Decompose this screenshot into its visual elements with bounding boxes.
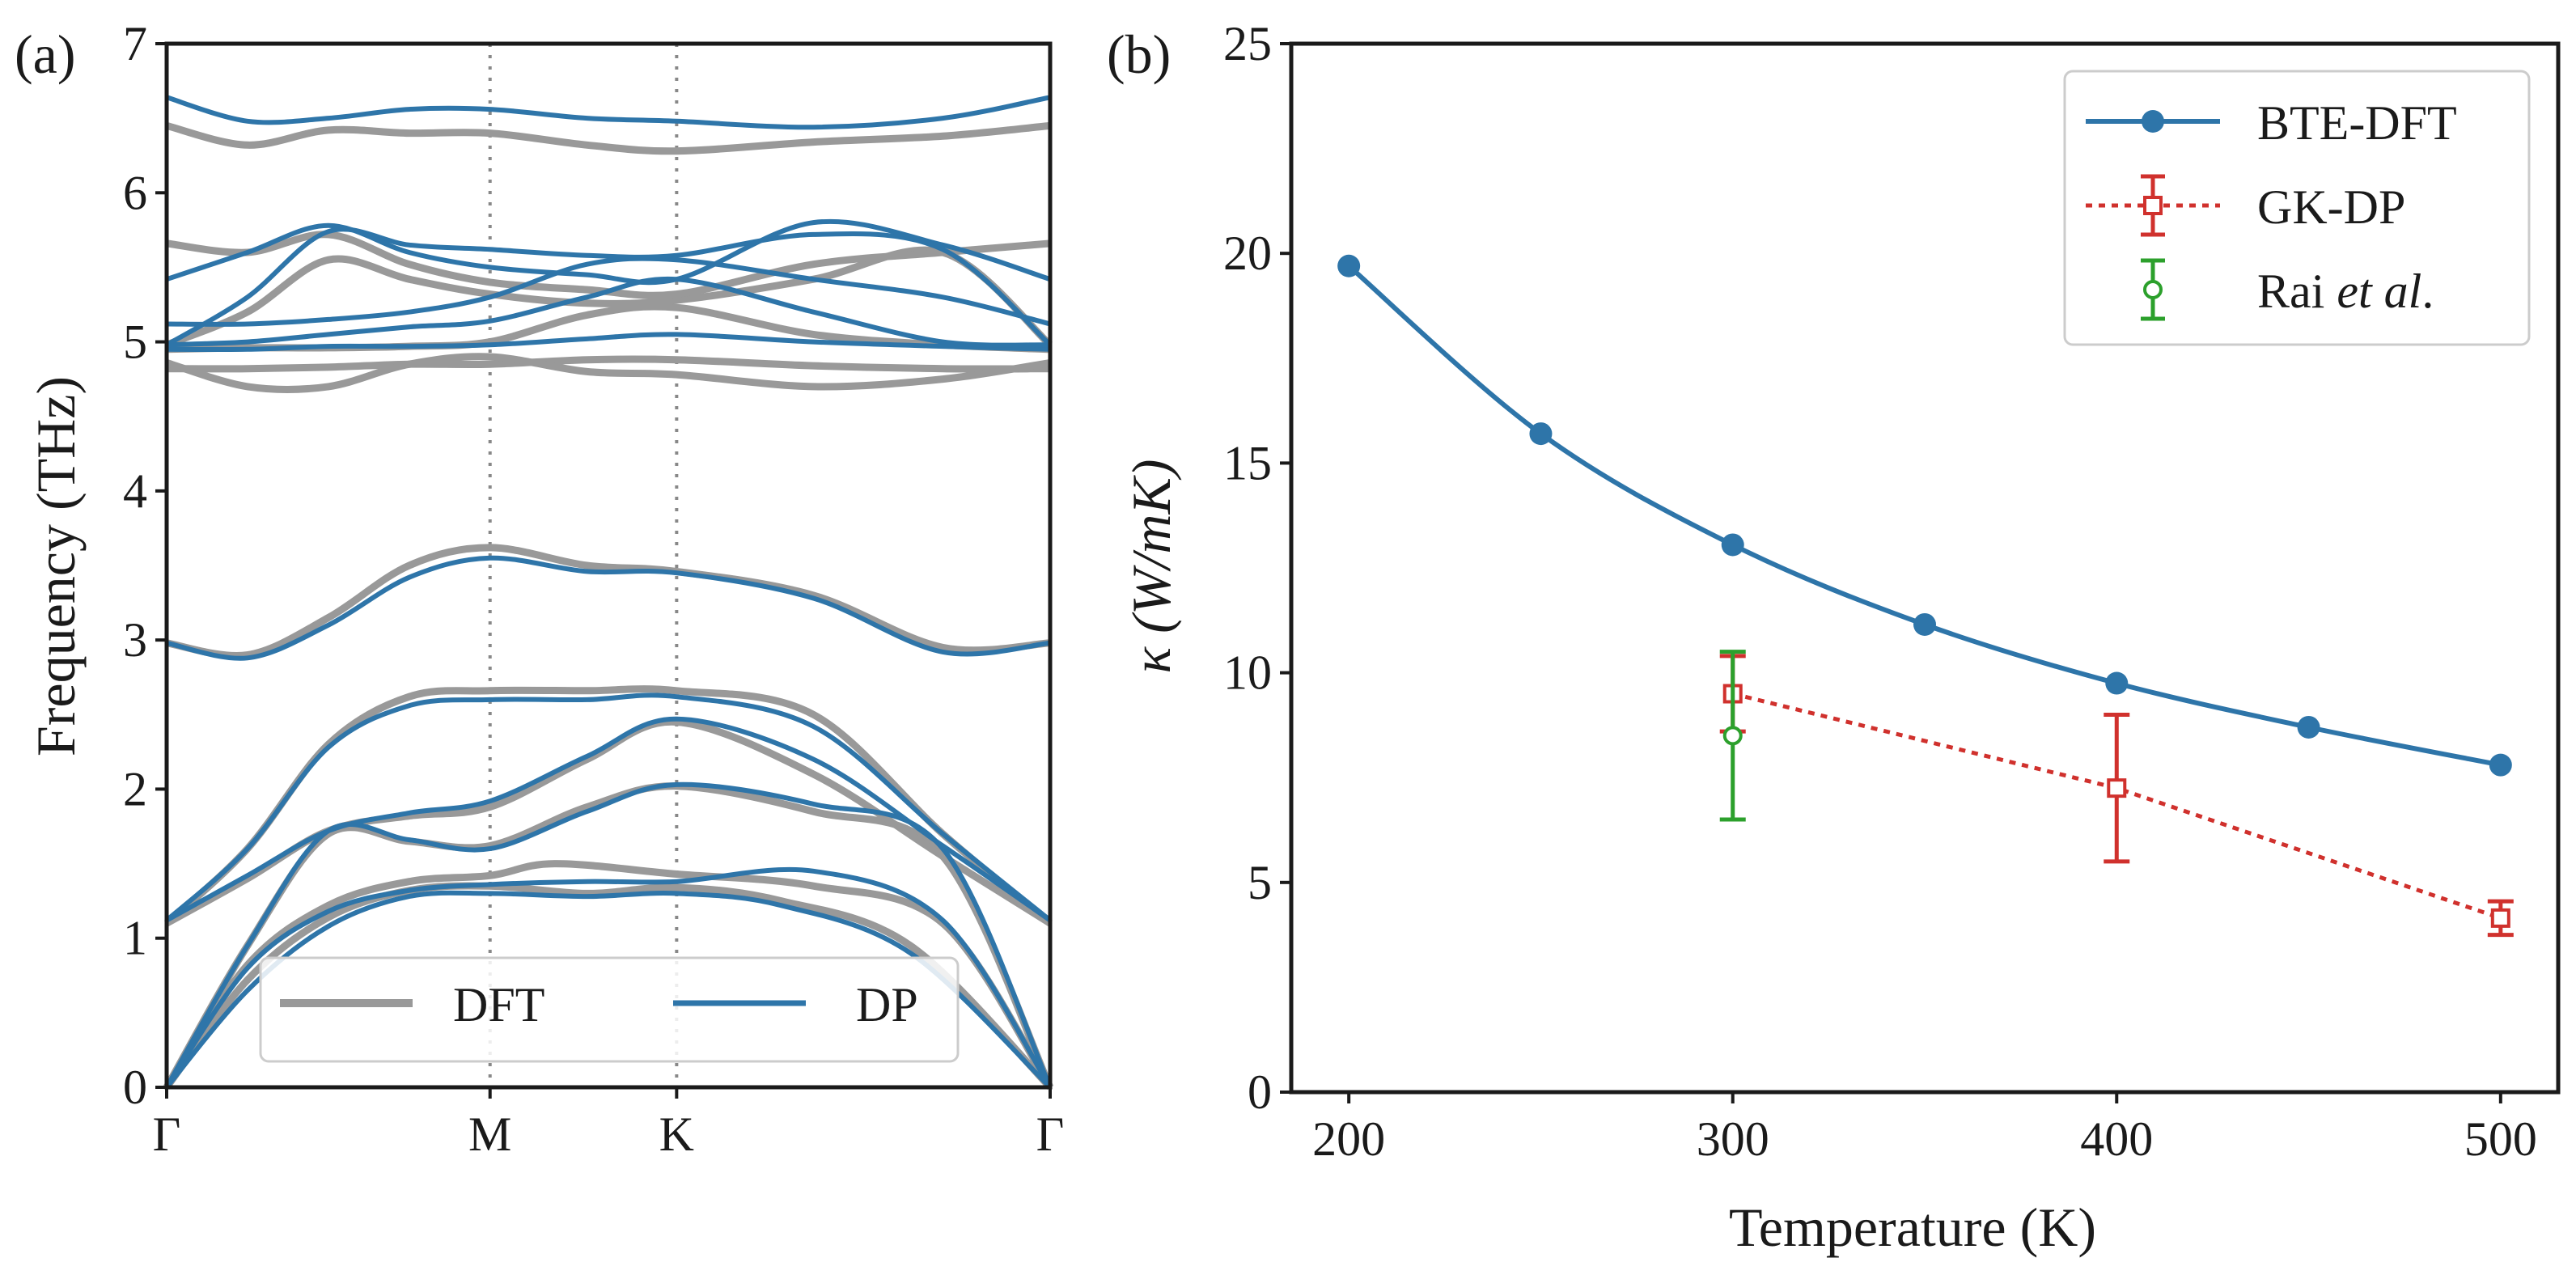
a-legend-label-dft: DFT bbox=[453, 978, 544, 1031]
panel-b-label: (b) bbox=[1107, 23, 1171, 85]
a-band-dft-7 bbox=[165, 353, 1051, 393]
panel-a-label: (a) bbox=[15, 23, 75, 85]
b-legend-label-bte-dft: BTE-DFT bbox=[2257, 96, 2457, 150]
b-y-axis-label-text: κ (W/mK) bbox=[1121, 460, 1182, 674]
b-legend-marker-rai bbox=[2143, 280, 2163, 299]
a-band-dft-5 bbox=[166, 544, 1051, 659]
a-y-tick-label: 6 bbox=[123, 166, 147, 219]
b-point-bte-dft bbox=[1529, 422, 1553, 446]
a-band-dp-7 bbox=[166, 276, 1051, 348]
a-y-axis-label: Frequency (THz) bbox=[25, 376, 87, 756]
a-x-tick-label: Γ bbox=[153, 1107, 181, 1161]
b-series bbox=[1337, 254, 2514, 938]
b-x-tick-label: 300 bbox=[1697, 1112, 1769, 1166]
b-legend-marker-bte-dft bbox=[2142, 110, 2164, 133]
panel-b-thermal-conductivity: (b) 0 5 10 15 20 25 200 300 400 500 κ (W/mK) Tem… bbox=[1107, 17, 2561, 1258]
a-band-dft-9 bbox=[165, 246, 1053, 349]
b-x-ticks: 200 300 400 500 bbox=[1312, 1092, 2537, 1166]
b-point-gk-dp bbox=[2490, 908, 2510, 928]
a-y-tick-label: 1 bbox=[123, 912, 147, 965]
b-y-tick-label: 15 bbox=[1223, 436, 1272, 489]
a-x-tick-label: Γ bbox=[1036, 1107, 1065, 1161]
a-x-tick-label: K bbox=[659, 1107, 694, 1161]
b-y-axis-label: κ (W/mK) bbox=[1121, 460, 1182, 674]
b-y-tick-label: 5 bbox=[1248, 856, 1272, 909]
a-legend-box bbox=[259, 956, 960, 1063]
a-y-tick-label: 4 bbox=[123, 464, 147, 518]
a-band-dft-4 bbox=[163, 685, 1053, 926]
a-y-ticks: 0 1 2 3 4 5 6 7 bbox=[123, 17, 167, 1114]
a-band-dp-3 bbox=[165, 716, 1052, 923]
b-point-bte-dft bbox=[2105, 671, 2129, 695]
b-line-gk-dp bbox=[1732, 692, 2502, 921]
a-band-dp-4 bbox=[165, 692, 1052, 922]
a-y-tick-label: 5 bbox=[123, 316, 147, 369]
b-legend-box bbox=[2063, 70, 2531, 346]
a-legend-label-dp: DP bbox=[856, 978, 918, 1031]
b-point-gk-dp bbox=[2107, 778, 2127, 798]
b-point-bte-dft bbox=[1721, 533, 1744, 557]
a-band-dp-8 bbox=[166, 256, 1051, 327]
a-band-dp-9 bbox=[165, 227, 1052, 347]
b-plot-frame bbox=[1289, 41, 2561, 1095]
a-bands bbox=[163, 95, 1054, 1091]
b-x-tick-label: 500 bbox=[2464, 1112, 2537, 1166]
a-y-tick-label: 3 bbox=[123, 613, 147, 667]
b-y-tick-label: 10 bbox=[1223, 646, 1272, 700]
b-point-bte-dft bbox=[2297, 715, 2320, 739]
b-point-bte-dft bbox=[1913, 612, 1936, 636]
b-legend-label-rai-plain: Rai bbox=[2257, 265, 2337, 318]
b-point-bte-dft bbox=[2489, 753, 2512, 777]
b-legend-label-gk-dp: GK-DP bbox=[2257, 180, 2405, 234]
panel-a-phonon-dispersion: (a) 0 1 2 3 4 5 6 7 Γ M K Γ Frequency (THz) DFT DP bbox=[15, 17, 1064, 1161]
b-x-axis-label: Temperature (K) bbox=[1729, 1196, 2096, 1258]
a-band-dp-1 bbox=[164, 866, 1053, 1089]
a-band-dft-10 bbox=[166, 231, 1051, 299]
b-y-ticks: 0 5 10 15 20 25 bbox=[1223, 17, 1291, 1119]
a-band-dft-8 bbox=[166, 303, 1051, 354]
a-band-dp-11 bbox=[166, 95, 1051, 130]
b-legend-label-rai-italic: et al bbox=[2337, 265, 2421, 318]
b-y-tick-label: 0 bbox=[1248, 1065, 1272, 1119]
b-y-tick-label: 20 bbox=[1223, 227, 1272, 280]
b-y-tick-label: 25 bbox=[1223, 17, 1272, 70]
a-y-tick-label: 2 bbox=[123, 762, 147, 815]
b-x-tick-label: 400 bbox=[2080, 1112, 2153, 1166]
b-legend-label-rai-suffix: . bbox=[2421, 265, 2434, 318]
a-x-tick-label: M bbox=[468, 1107, 511, 1161]
b-point-rai bbox=[1722, 726, 1743, 746]
a-band-dft-6 bbox=[166, 355, 1051, 373]
a-legend: DFT DP bbox=[259, 956, 960, 1063]
a-band-dp-6 bbox=[166, 332, 1051, 353]
a-band-dft-0 bbox=[163, 882, 1053, 1091]
a-band-dp-10 bbox=[166, 218, 1051, 286]
a-high-symmetry-lines bbox=[488, 44, 679, 1087]
a-plot-frame bbox=[164, 41, 1053, 1090]
a-band-dp-5 bbox=[166, 555, 1051, 661]
a-band-dft-1 bbox=[163, 860, 1053, 1090]
a-band-dft-11 bbox=[165, 121, 1051, 155]
b-legend: BTE-DFT GK-DP Rai et al. bbox=[2063, 70, 2531, 346]
b-point-bte-dft bbox=[1337, 254, 1361, 277]
b-legend-label-rai: Rai et al. bbox=[2257, 265, 2434, 318]
a-y-tick-label: 0 bbox=[123, 1061, 147, 1114]
b-legend-marker-gk-dp bbox=[2143, 196, 2163, 215]
a-y-tick-label: 7 bbox=[123, 17, 147, 70]
b-x-tick-label: 200 bbox=[1312, 1112, 1385, 1166]
